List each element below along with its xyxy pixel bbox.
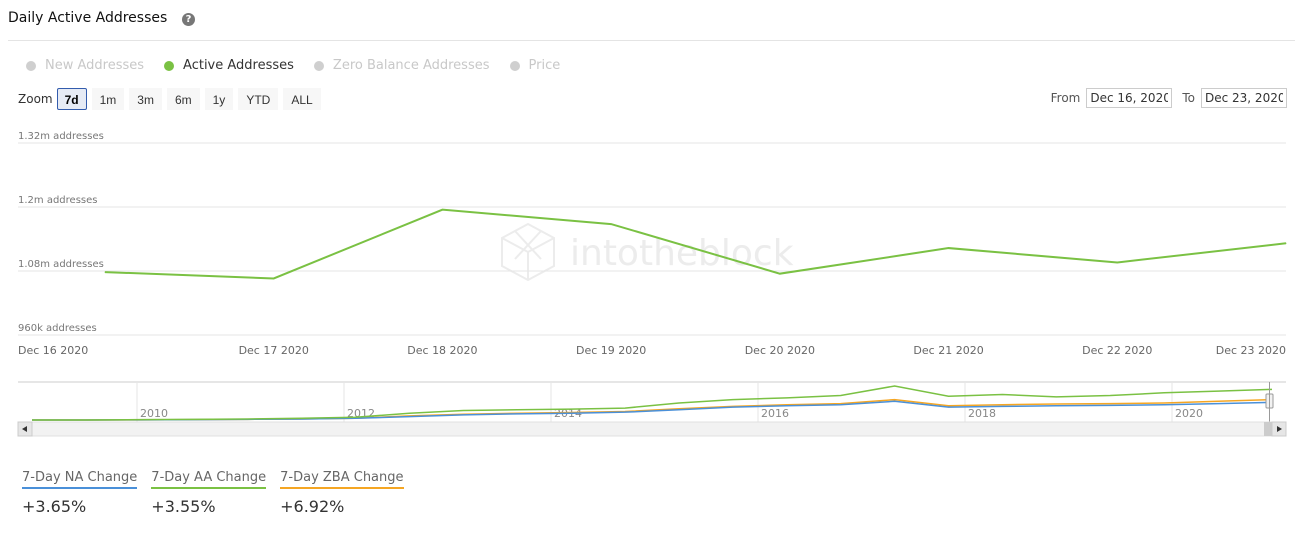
legend-label: Active Addresses	[183, 58, 294, 73]
to-label: To	[1182, 91, 1195, 105]
x-tick-label: Dec 16 2020	[18, 344, 88, 357]
legend-item-price[interactable]: Price	[509, 58, 561, 73]
data-point	[610, 223, 612, 225]
navigator-line-active	[32, 385, 1273, 421]
stat-na-change: 7-Day NA Change +3.65%	[22, 470, 138, 516]
x-tick-label: Dec 17 2020	[239, 344, 309, 357]
data-point	[1116, 261, 1118, 263]
legend-item-active-addresses[interactable]: Active Addresses	[164, 58, 294, 73]
scrollbar-track	[17, 421, 1287, 437]
active-addresses-chart: intotheblock 1.32m addresses 1.2m address…	[17, 131, 1287, 437]
zoom-label: Zoom	[18, 92, 53, 106]
navigator-year-label: 2020	[1175, 407, 1203, 420]
navigator-year-label: 2010	[140, 407, 168, 420]
stat-value: +3.55%	[151, 497, 216, 516]
legend-item-zero-balance-addresses[interactable]: Zero Balance Addresses	[313, 58, 490, 73]
y-tick-label: 960k addresses	[18, 323, 97, 334]
x-tick-label: Dec 23 2020	[1216, 344, 1286, 357]
data-point	[948, 247, 950, 249]
data-point	[779, 273, 781, 275]
stat-aa-change: 7-Day AA Change +3.55%	[151, 470, 267, 516]
navigator-year-label: 2016	[761, 407, 789, 420]
intotheblock-logo-icon	[501, 222, 555, 282]
x-tick-label: Dec 19 2020	[576, 344, 646, 357]
arrow-left-icon	[22, 426, 27, 432]
zoom-3m-button[interactable]: 3m	[129, 88, 162, 110]
x-tick-label: Dec 18 2020	[407, 344, 477, 357]
data-point	[1285, 242, 1287, 244]
y-tick-label: 1.08m addresses	[18, 259, 104, 270]
legend-label: Zero Balance Addresses	[332, 58, 490, 73]
arrow-right-icon	[1277, 426, 1282, 432]
data-point	[104, 271, 106, 273]
series-line-active-addresses	[104, 208, 1287, 280]
x-tick-label: Dec 21 2020	[913, 344, 983, 357]
watermark: intotheblock	[501, 222, 794, 282]
data-point	[273, 277, 275, 279]
stat-label: 7-Day NA Change	[22, 470, 138, 489]
stat-value: +6.92%	[280, 497, 345, 516]
change-stats: 7-Day NA Change +3.65% 7-Day AA Change +…	[22, 470, 404, 516]
header-divider	[8, 40, 1295, 41]
legend-dot-icon	[26, 60, 36, 71]
stat-label: 7-Day AA Change	[151, 470, 267, 489]
to-date-input[interactable]	[1201, 88, 1287, 108]
from-date-input[interactable]	[1086, 88, 1173, 108]
x-tick-label: Dec 20 2020	[745, 344, 815, 357]
y-tick-label: 1.2m addresses	[18, 195, 97, 206]
from-label: From	[1050, 91, 1081, 105]
zoom-1y-button[interactable]: 1y	[204, 88, 234, 110]
legend-label: New Addresses	[45, 58, 145, 73]
legend-dot-icon	[509, 60, 520, 71]
legend-dot-icon	[164, 60, 175, 71]
legend-item-new-addresses[interactable]: New Addresses	[26, 58, 144, 73]
zoom-1m-button[interactable]: 1m	[91, 88, 125, 110]
scrollbar-thumb	[1264, 422, 1272, 436]
navigator[interactable]: 2010 2012 2014 2016 2018 2020	[17, 381, 1287, 437]
zoom-ytd-button[interactable]: YTD	[238, 88, 279, 110]
page-title: Daily Active Addresses	[8, 10, 168, 26]
x-tick-label: Dec 22 2020	[1082, 344, 1152, 357]
question-circle-icon[interactable]: ?	[182, 13, 195, 26]
zoom-all-button[interactable]: ALL	[283, 88, 321, 110]
zoom-6m-button[interactable]: 6m	[166, 88, 200, 110]
zoom-7d-button[interactable]: 7d	[56, 88, 87, 110]
stat-zba-change: 7-Day ZBA Change +6.92%	[280, 470, 404, 516]
data-point	[441, 209, 443, 211]
legend-label: Price	[528, 58, 561, 73]
navigator-year-label: 2018	[968, 407, 996, 420]
y-tick-label: 1.32m addresses	[18, 131, 104, 142]
legend-dot-icon	[313, 60, 324, 71]
date-range: From To	[1041, 88, 1287, 108]
stat-value: +3.65%	[22, 497, 87, 516]
stat-label: 7-Day ZBA Change	[280, 470, 404, 489]
navigator-background	[18, 382, 1286, 422]
chart-legend: New Addresses Active Addresses Zero Bala…	[26, 58, 560, 73]
zoom-controls: Zoom 7d 1m 3m 6m 1y YTD ALL	[18, 88, 326, 110]
